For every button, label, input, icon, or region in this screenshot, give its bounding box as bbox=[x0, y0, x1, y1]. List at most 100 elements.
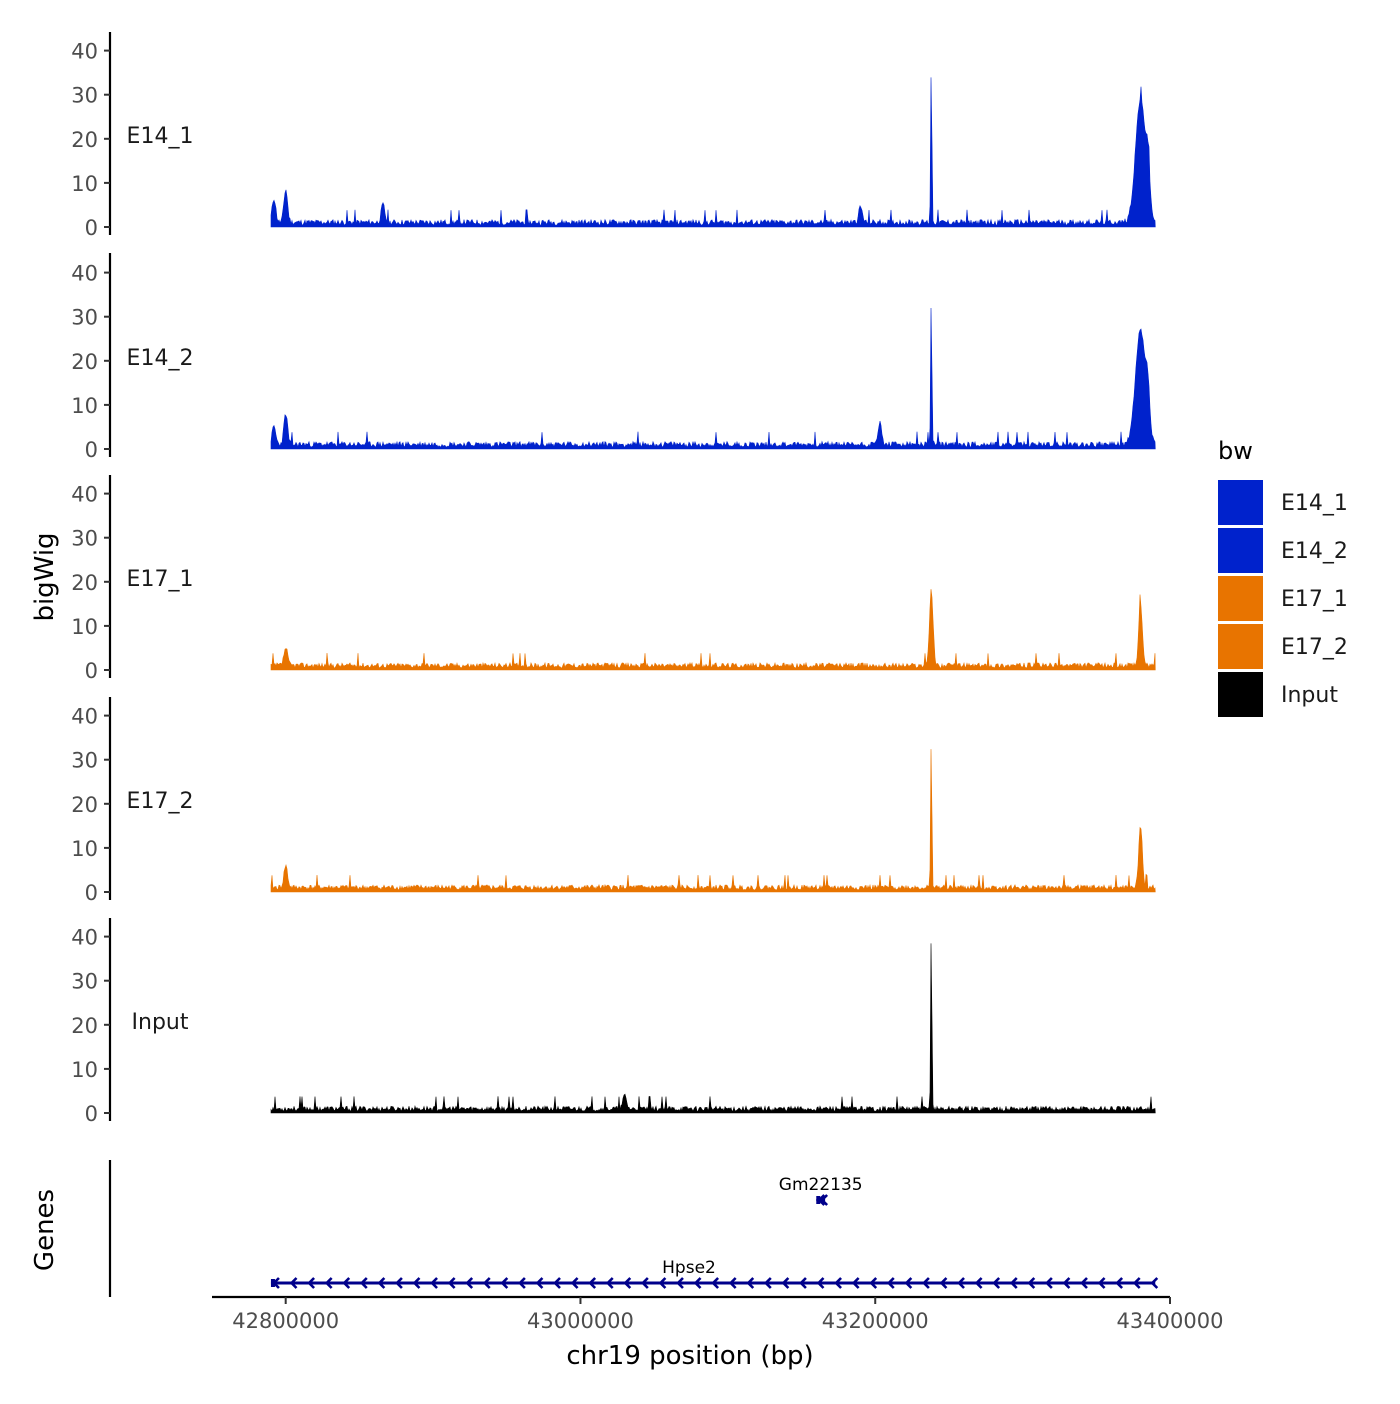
legend-title: bw bbox=[1218, 437, 1253, 465]
y-tick-label-E17_1-30: 30 bbox=[71, 527, 98, 551]
gene-strand-arrow bbox=[641, 1277, 649, 1289]
gene-strand-arrow bbox=[465, 1277, 474, 1289]
gene-strand-arrow bbox=[377, 1277, 386, 1289]
track-panel-Input: 0 10 20 30 40 Input bbox=[71, 918, 1156, 1126]
gene-strand-arrow bbox=[728, 1277, 737, 1289]
track-label-E17_2: E17_2 bbox=[127, 789, 194, 814]
y-tick-label-E17_1-10: 10 bbox=[71, 615, 98, 639]
gene-strand-arrow bbox=[816, 1277, 825, 1289]
x-axis-label: chr19 position (bp) bbox=[566, 1341, 813, 1371]
gene-strand-arrow bbox=[412, 1277, 421, 1289]
gene-strand-arrow bbox=[570, 1277, 579, 1289]
gene-strand-arrow bbox=[307, 1277, 316, 1289]
track-label-E17_1: E17_1 bbox=[127, 567, 194, 592]
legend-label-E17_1: E17_1 bbox=[1281, 587, 1348, 612]
y-tick-label-E17_1-0: 0 bbox=[85, 659, 98, 683]
coverage-area-E14_1 bbox=[270, 77, 1156, 228]
gene-strand-arrow bbox=[623, 1277, 632, 1289]
y-tick-label-Input-40: 40 bbox=[71, 926, 98, 950]
y-tick-label-E14_1-30: 30 bbox=[71, 84, 98, 108]
gene-strand-arrow bbox=[763, 1277, 772, 1289]
gene-strand-arrow bbox=[553, 1277, 561, 1289]
gene-strand-arrow bbox=[1132, 1277, 1141, 1289]
gene-strand-arrow bbox=[869, 1277, 878, 1289]
y-tick-label-E17_2-20: 20 bbox=[71, 793, 98, 817]
y-tick-label-E14_2-40: 40 bbox=[71, 262, 98, 286]
legend-label-E14_1: E14_1 bbox=[1281, 491, 1348, 516]
gene-label-Gm22135: Gm22135 bbox=[779, 1175, 863, 1195]
gene-strand-arrow bbox=[820, 1194, 829, 1206]
gene-strand-arrow bbox=[939, 1277, 948, 1289]
y-tick-label-Input-10: 10 bbox=[71, 1058, 98, 1082]
track-label-Input: Input bbox=[132, 1010, 189, 1035]
y-tick-label-E17_2-40: 40 bbox=[71, 705, 98, 729]
gene-strand-arrow bbox=[834, 1277, 842, 1289]
y-tick-label-E14_2-0: 0 bbox=[85, 438, 98, 462]
gene-strand-arrow bbox=[1115, 1277, 1124, 1289]
gene-strand-arrow bbox=[781, 1277, 790, 1289]
y-tick-label-E14_1-20: 20 bbox=[71, 128, 98, 152]
track-panels: 0 10 20 30 40 E14_1 0 10 20 30 40 E14_2 0 10 20 30 40 E17… bbox=[71, 32, 1156, 1126]
y-tick-label-E14_1-40: 40 bbox=[71, 40, 98, 64]
gene-strand-arrow bbox=[447, 1277, 456, 1289]
legend: bw E14_1 E14_2 E17_1 E17_2 Input bbox=[1218, 437, 1348, 717]
gene-strand-arrow bbox=[324, 1277, 333, 1289]
y-tick-label-E14_1-10: 10 bbox=[71, 172, 98, 196]
y-axis-label: bigWig bbox=[30, 532, 60, 621]
legend-swatch-Input bbox=[1218, 672, 1263, 717]
gene-strand-arrow bbox=[1150, 1277, 1159, 1289]
gene-strand-arrow bbox=[500, 1277, 509, 1289]
legend-label-Input: Input bbox=[1281, 683, 1338, 708]
x-tick-label-43400000: 43400000 bbox=[1117, 1309, 1224, 1333]
gene-Gm22135: Gm22135 bbox=[779, 1175, 863, 1206]
y-tick-label-Input-20: 20 bbox=[71, 1014, 98, 1038]
gene-strand-arrow bbox=[886, 1277, 895, 1289]
gene-strand-arrow bbox=[430, 1277, 438, 1289]
gene-strand-arrow bbox=[658, 1277, 667, 1289]
gene-strand-arrow bbox=[1027, 1277, 1036, 1289]
y-tick-label-E17_2-0: 0 bbox=[85, 881, 98, 905]
track-label-E14_2: E14_2 bbox=[127, 346, 194, 371]
track-panel-E17_1: 0 10 20 30 40 E17_1 bbox=[71, 475, 1156, 683]
y-tick-label-E14_2-20: 20 bbox=[71, 350, 98, 374]
y-tick-label-E14_1-0: 0 bbox=[85, 216, 98, 240]
gene-strand-arrow bbox=[799, 1277, 807, 1289]
legend-label-E14_2: E14_2 bbox=[1281, 539, 1348, 564]
coverage-area-E17_1 bbox=[270, 589, 1156, 671]
gene-strand-arrow bbox=[974, 1277, 983, 1289]
genes-axis-label: Genes bbox=[30, 1189, 60, 1271]
gene-strand-arrow bbox=[746, 1277, 755, 1289]
gene-strand-arrow bbox=[1080, 1277, 1088, 1289]
gene-strand-arrow bbox=[1062, 1277, 1071, 1289]
gene-strand-arrow bbox=[518, 1277, 526, 1289]
track-panel-E17_2: 0 10 20 30 40 E17_2 bbox=[71, 697, 1156, 905]
genes-panel: Gm22135 Hpse2 bbox=[108, 1160, 1159, 1297]
gene-strand-arrow bbox=[342, 1277, 351, 1289]
gene-strand-arrow bbox=[676, 1277, 684, 1289]
y-tick-label-E17_2-30: 30 bbox=[71, 749, 98, 773]
legend-swatch-E17_1 bbox=[1218, 576, 1263, 621]
gene-strand-arrow bbox=[922, 1277, 930, 1289]
gene-strand-arrow bbox=[535, 1277, 544, 1289]
gene-strand-arrow bbox=[1045, 1277, 1053, 1289]
x-tick-label-43000000: 43000000 bbox=[527, 1309, 634, 1333]
gene-start-cap bbox=[816, 1196, 821, 1204]
gene-start-cap bbox=[270, 1279, 275, 1287]
gene-strand-arrow bbox=[359, 1277, 368, 1289]
gene-strand-arrow bbox=[992, 1277, 1001, 1289]
legend-swatch-E14_1 bbox=[1218, 480, 1263, 525]
gene-strand-arrow bbox=[482, 1277, 491, 1289]
gene-strand-arrow bbox=[957, 1277, 965, 1289]
y-tick-label-Input-0: 0 bbox=[85, 1102, 98, 1126]
gene-strand-arrow bbox=[605, 1277, 614, 1289]
track-panel-E14_2: 0 10 20 30 40 E14_2 bbox=[71, 253, 1156, 462]
gene-strand-arrow bbox=[1097, 1277, 1106, 1289]
x-tick-label-43200000: 43200000 bbox=[822, 1309, 929, 1333]
coverage-area-E14_2 bbox=[270, 307, 1156, 450]
x-tick-label-42800000: 42800000 bbox=[232, 1309, 339, 1333]
track-panel-E14_1: 0 10 20 30 40 E14_1 bbox=[71, 32, 1156, 240]
y-tick-label-E17_1-20: 20 bbox=[71, 571, 98, 595]
gene-strand-arrow bbox=[711, 1277, 720, 1289]
